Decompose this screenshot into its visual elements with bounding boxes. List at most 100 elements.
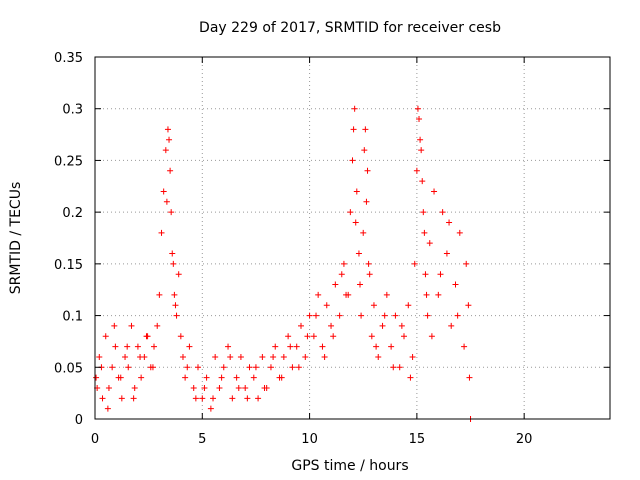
data-point xyxy=(452,281,459,288)
data-point xyxy=(99,395,106,402)
data-point xyxy=(235,384,242,391)
data-point xyxy=(423,291,430,298)
data-point xyxy=(244,395,251,402)
data-point xyxy=(285,333,292,340)
y-tick-label: 0.05 xyxy=(54,361,83,376)
data-point xyxy=(186,343,193,350)
data-point xyxy=(289,364,296,371)
data-point xyxy=(134,343,141,350)
data-point xyxy=(237,353,244,360)
data-point xyxy=(302,353,309,360)
data-point xyxy=(242,384,249,391)
data-point xyxy=(295,364,302,371)
data-point xyxy=(363,198,370,205)
y-tick-label: 0.15 xyxy=(54,258,83,273)
data-point xyxy=(171,291,178,298)
data-point xyxy=(122,353,129,360)
data-point xyxy=(421,229,428,236)
data-point xyxy=(293,343,300,350)
data-point xyxy=(270,353,277,360)
data-point xyxy=(218,374,225,381)
plot-frame xyxy=(94,56,611,420)
data-point xyxy=(420,209,427,216)
x-tick-label: 10 xyxy=(301,432,318,447)
x-tick-label: 15 xyxy=(409,432,426,447)
data-point xyxy=(203,374,210,381)
data-point xyxy=(168,209,175,216)
data-point xyxy=(388,343,395,350)
data-point xyxy=(332,281,339,288)
data-point xyxy=(117,374,124,381)
data-point xyxy=(428,333,435,340)
data-point xyxy=(166,136,173,143)
data-point xyxy=(352,219,359,226)
data-point xyxy=(419,178,426,185)
chart-title: Day 229 of 2017, SRMTID for receiver ces… xyxy=(199,20,501,36)
data-point xyxy=(298,322,304,329)
y-axis-label: SRMTID / TECUs xyxy=(8,182,24,295)
data-point xyxy=(422,271,429,278)
data-point xyxy=(461,343,468,350)
data-point xyxy=(111,322,118,329)
data-point xyxy=(225,343,232,350)
data-point xyxy=(437,271,444,278)
data-point xyxy=(370,302,377,309)
data-point xyxy=(398,322,405,329)
data-point xyxy=(390,364,397,371)
data-point xyxy=(156,291,163,298)
data-point xyxy=(463,260,470,267)
data-point xyxy=(190,384,197,391)
data-point xyxy=(170,260,177,267)
data-point xyxy=(173,312,180,319)
data-point xyxy=(396,364,403,371)
data-point xyxy=(93,374,100,381)
data-point xyxy=(287,343,294,350)
data-point xyxy=(381,312,388,319)
data-point xyxy=(212,353,219,360)
data-point xyxy=(124,343,131,350)
data-point xyxy=(172,302,179,309)
data-point xyxy=(417,136,424,143)
data-point xyxy=(109,364,116,371)
data-point xyxy=(158,229,165,236)
data-point xyxy=(411,260,418,267)
data-point xyxy=(373,343,380,350)
data-point xyxy=(416,116,423,123)
data-point xyxy=(169,250,176,257)
data-point xyxy=(313,312,320,319)
data-point xyxy=(413,167,420,174)
data-point xyxy=(160,188,167,195)
grid-lines xyxy=(95,57,610,419)
data-point xyxy=(392,312,399,319)
data-point xyxy=(319,343,326,350)
data-point xyxy=(252,364,259,371)
data-point xyxy=(192,395,199,402)
data-point xyxy=(321,353,328,360)
data-point xyxy=(201,384,208,391)
data-point xyxy=(448,322,455,329)
data-point xyxy=(343,291,350,298)
data-point xyxy=(195,364,201,371)
data-point xyxy=(340,260,347,267)
data-point xyxy=(439,209,446,216)
data-point xyxy=(130,395,137,402)
data-point xyxy=(267,364,274,371)
data-point xyxy=(105,384,112,391)
data-point xyxy=(255,395,262,402)
data-point xyxy=(355,250,362,257)
data-point xyxy=(216,384,223,391)
data-point xyxy=(375,353,382,360)
data-point xyxy=(227,353,234,360)
data-point xyxy=(364,167,371,174)
data-point xyxy=(466,374,473,381)
data-point xyxy=(163,198,170,205)
data-point xyxy=(446,219,453,226)
data-point xyxy=(350,126,357,133)
data-point xyxy=(261,384,268,391)
data-point xyxy=(272,343,279,350)
y-tick-label: 0.35 xyxy=(54,51,83,66)
data-point xyxy=(259,353,266,360)
data-point xyxy=(102,333,109,340)
data-point xyxy=(131,384,138,391)
